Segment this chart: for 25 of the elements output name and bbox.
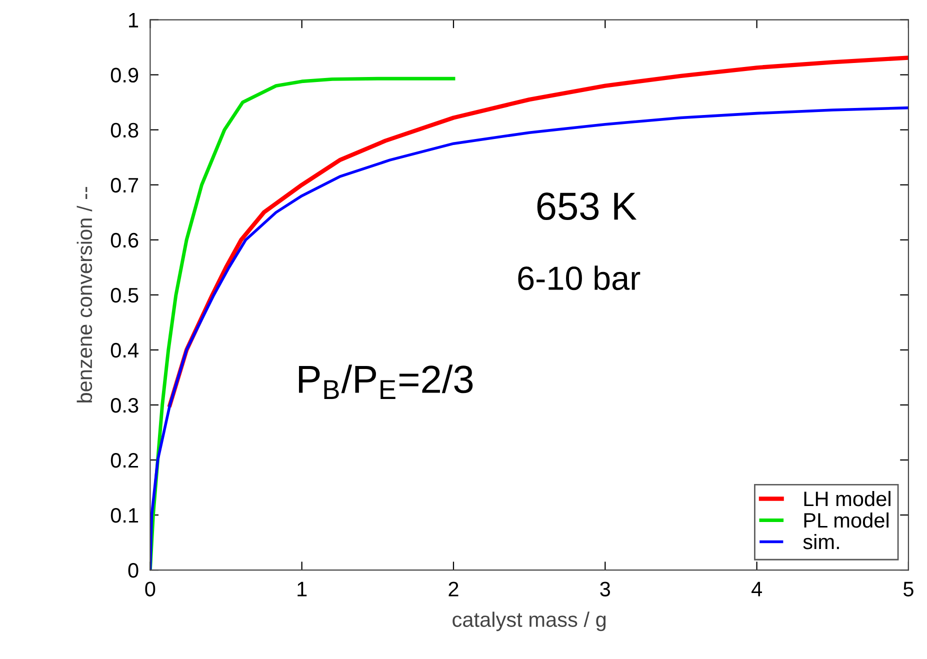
y-tick-label: 0.8 <box>110 122 138 138</box>
y-tick-label: 0.7 <box>110 178 138 193</box>
y-tick-label: 0.9 <box>110 68 138 83</box>
y-tick-label: 0.5 <box>110 288 138 303</box>
annotation: P$_{B}$/P$_{E}$=2/3 <box>298 364 473 399</box>
y-tick-label: 0.6 <box>110 232 138 248</box>
y-tick-label: 0.3 <box>110 398 138 413</box>
x-tick-label: 3 <box>600 582 610 596</box>
y-axis-title: benzene conversion / -- <box>76 186 92 402</box>
y-tick-label: 0.1 <box>110 508 138 523</box>
annotation: 653 K <box>537 192 637 220</box>
x-tick-label: 4 <box>751 582 762 596</box>
y-tick-label: 0.2 <box>110 452 138 468</box>
x-tick-label: 2 <box>448 582 458 596</box>
y-tick-label: 1 <box>129 12 138 28</box>
x-tick-label: 0 <box>145 582 156 596</box>
y-tick-label: 0.4 <box>110 342 138 358</box>
legend-label: sim. <box>803 534 839 550</box>
x-axis-title: catalyst mass / g <box>452 612 606 632</box>
legend-label: PL model <box>804 512 888 528</box>
legend-label: LH model <box>804 490 890 506</box>
x-tick-label: 5 <box>904 582 914 596</box>
annotation: 6-10 bar <box>518 266 640 290</box>
y-tick-label: 0 <box>128 563 138 578</box>
x-tick-label: 1 <box>298 582 307 596</box>
